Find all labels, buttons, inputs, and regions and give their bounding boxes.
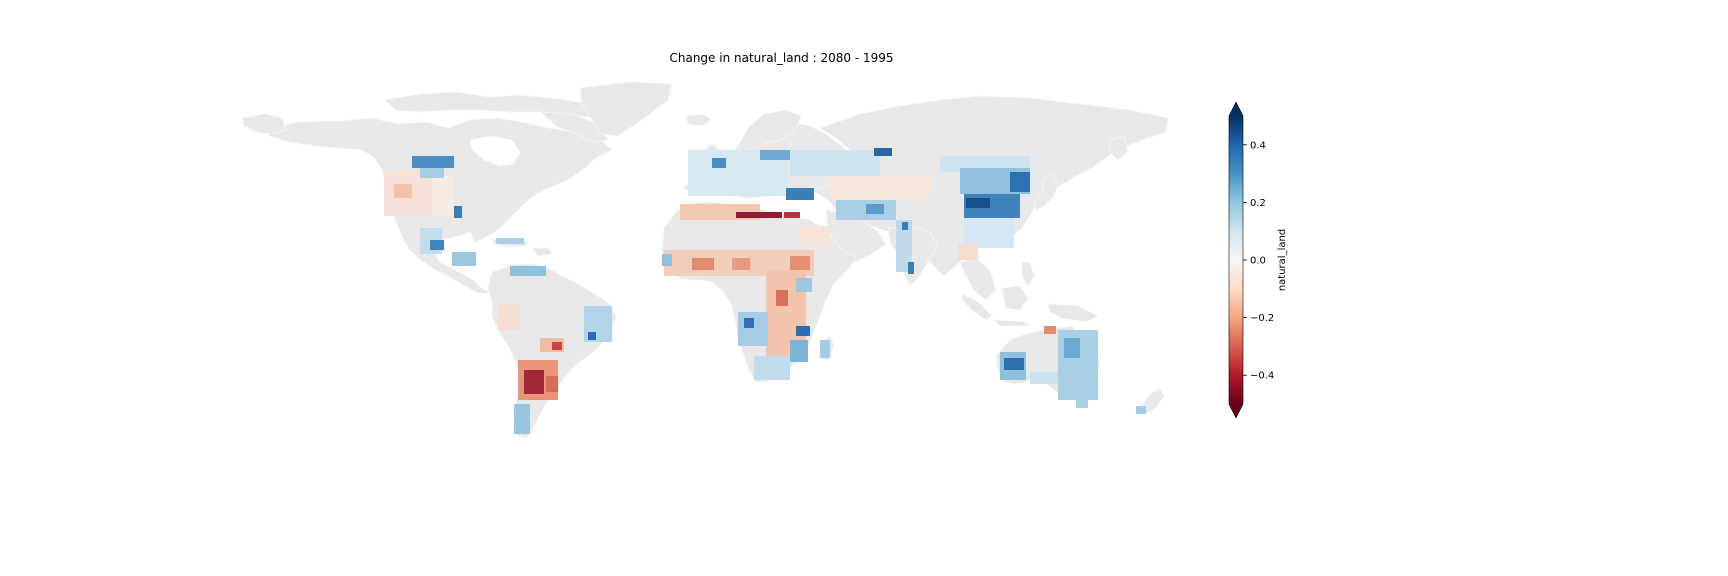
colorbar-tick-label: −0.2 [1250, 313, 1274, 324]
change-cell [874, 148, 892, 156]
southeast-asia [959, 257, 997, 301]
change-cell [786, 188, 814, 200]
colorbar-tick-label: 0.2 [1250, 198, 1266, 209]
change-cell [432, 176, 454, 216]
change-cell [966, 198, 990, 208]
change-cell [546, 376, 558, 392]
colorbar-gradient [1229, 116, 1243, 404]
change-cell [712, 158, 726, 168]
change-cells-layer [384, 148, 1146, 434]
change-cell [736, 212, 782, 218]
change-cell [776, 290, 788, 306]
change-cell [790, 256, 810, 270]
colorbar: 0.4 0.2 0.0 −0.2 −0.4 natural_land [1228, 101, 1288, 419]
change-cell [784, 212, 800, 218]
change-cell [964, 218, 1014, 248]
change-cell [510, 266, 546, 276]
colorbar-outline [1228, 101, 1244, 419]
change-cell [790, 150, 880, 176]
change-cell [744, 318, 754, 328]
sumatra [961, 293, 993, 321]
colorbar-label: natural_land [1277, 229, 1288, 291]
change-cell [498, 304, 520, 330]
philippines [1021, 261, 1035, 287]
change-cell [760, 150, 790, 160]
change-cell [430, 240, 444, 250]
colorbar-tick-label: 0.0 [1250, 256, 1266, 267]
change-cell [524, 370, 544, 394]
change-cell [552, 342, 562, 350]
change-cell [496, 238, 524, 244]
change-cell [958, 244, 978, 260]
change-cell [1044, 326, 1056, 334]
change-cell [1010, 172, 1030, 192]
india [887, 225, 939, 287]
colorbar-tick-label: 0.4 [1250, 140, 1266, 151]
change-cell [412, 156, 454, 168]
change-cell [902, 222, 908, 230]
change-cell [790, 340, 808, 362]
change-cell [820, 340, 830, 358]
change-cell [830, 176, 930, 198]
change-cell [732, 258, 750, 270]
borneo [1001, 285, 1029, 311]
change-cell [420, 168, 444, 178]
change-cell [738, 312, 768, 346]
change-cell [1136, 406, 1146, 414]
change-cell [866, 204, 884, 214]
colorbar-extend-min [1229, 404, 1243, 418]
map-title: Change in natural_land : 2080 - 1995 [669, 51, 894, 65]
new-guinea [1047, 303, 1099, 323]
change-cell [454, 206, 462, 218]
change-cell [800, 226, 830, 246]
change-cell [754, 356, 790, 380]
change-cell [1064, 338, 1080, 358]
change-cell [1076, 398, 1088, 408]
change-cell [662, 254, 672, 266]
change-cell [588, 332, 596, 340]
colorbar-ticks: 0.4 0.2 0.0 −0.2 −0.4 [1243, 140, 1274, 382]
change-cell [452, 252, 476, 266]
change-cell [796, 326, 810, 336]
kamchatka [1109, 135, 1129, 161]
baffin-island [538, 111, 609, 143]
change-cell [896, 220, 912, 272]
hudson-bay [469, 135, 521, 167]
change-cell [908, 262, 914, 274]
colorbar-extend-max [1229, 102, 1243, 116]
japan [1033, 173, 1059, 211]
change-cell [514, 404, 530, 434]
change-cell [1030, 372, 1058, 384]
change-cell [1004, 358, 1024, 370]
hispaniola [531, 247, 553, 257]
java [992, 319, 1032, 327]
colorbar-tick-label: −0.4 [1250, 371, 1274, 382]
greenland [579, 81, 673, 137]
scandinavia [737, 109, 803, 153]
change-cell [796, 278, 812, 292]
alaska [241, 113, 287, 135]
iceland [685, 113, 713, 127]
change-cell [394, 184, 412, 198]
change-cell [692, 258, 714, 270]
